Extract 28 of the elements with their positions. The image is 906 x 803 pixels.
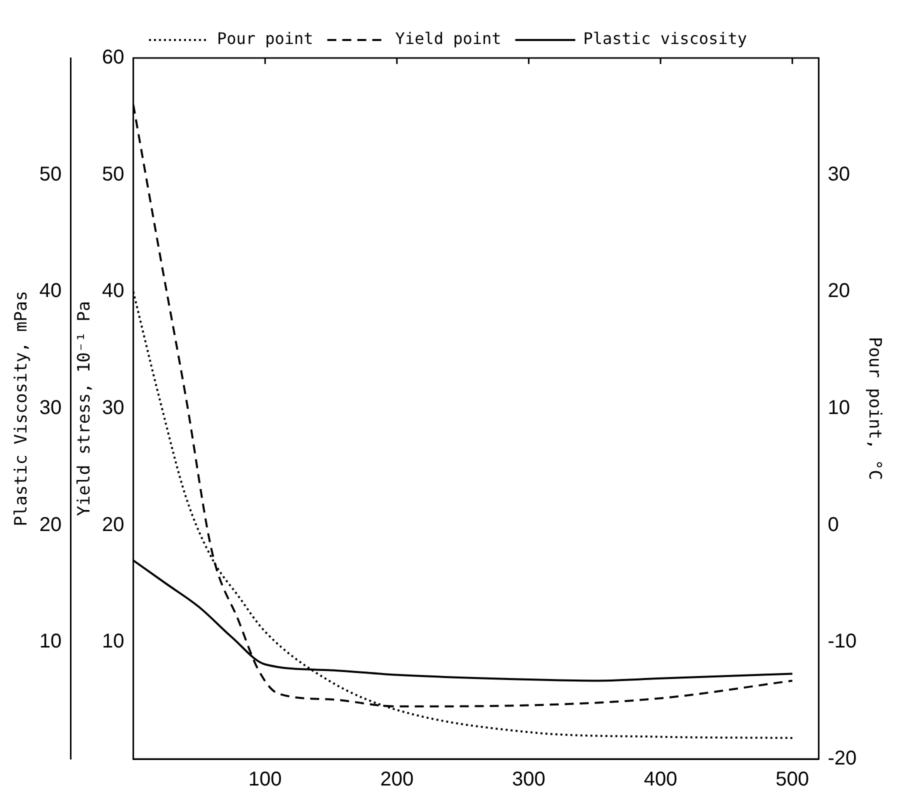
y3-tick-label: 40: [39, 280, 62, 302]
x-tick-label: 400: [644, 768, 678, 791]
y-tick-label: 60: [102, 46, 124, 69]
x-tick-label: 500: [776, 768, 810, 791]
y3-tick-label: 10: [39, 630, 62, 653]
y3-tick-label: 30: [39, 397, 62, 420]
x-tick-label: 200: [380, 768, 414, 791]
y-tick-label: 50: [102, 163, 124, 186]
y3-tick-label: 20: [39, 514, 62, 536]
y2-tick-label: 0: [828, 514, 839, 536]
y-tick-label: 10: [102, 630, 124, 653]
y3-tick-label: 50: [39, 163, 62, 186]
y2-tick-label: -20: [828, 748, 857, 770]
y-tick-label: 20: [102, 514, 124, 536]
y-tick-label: 40: [102, 280, 124, 302]
x-tick-label: 300: [512, 768, 546, 791]
y2-axis-title: Pour point, °C: [864, 336, 884, 480]
y-axis-title: Yield stress, 10⁻¹ Pa: [74, 301, 94, 516]
y2-tick-label: -10: [828, 630, 857, 653]
legend-label: Yield point: [395, 29, 502, 48]
y-tick-label: 30: [102, 397, 124, 420]
x-tick-label: 100: [248, 768, 282, 791]
legend-label: Pour point: [216, 29, 314, 48]
y2-tick-label: 10: [828, 397, 850, 420]
y3-axis-title: Plastic Viscosity, mPas: [12, 290, 32, 526]
y2-tick-label: 30: [828, 163, 850, 186]
legend-label: Plastic viscosity: [583, 29, 748, 48]
y2-tick-label: 20: [828, 280, 850, 302]
